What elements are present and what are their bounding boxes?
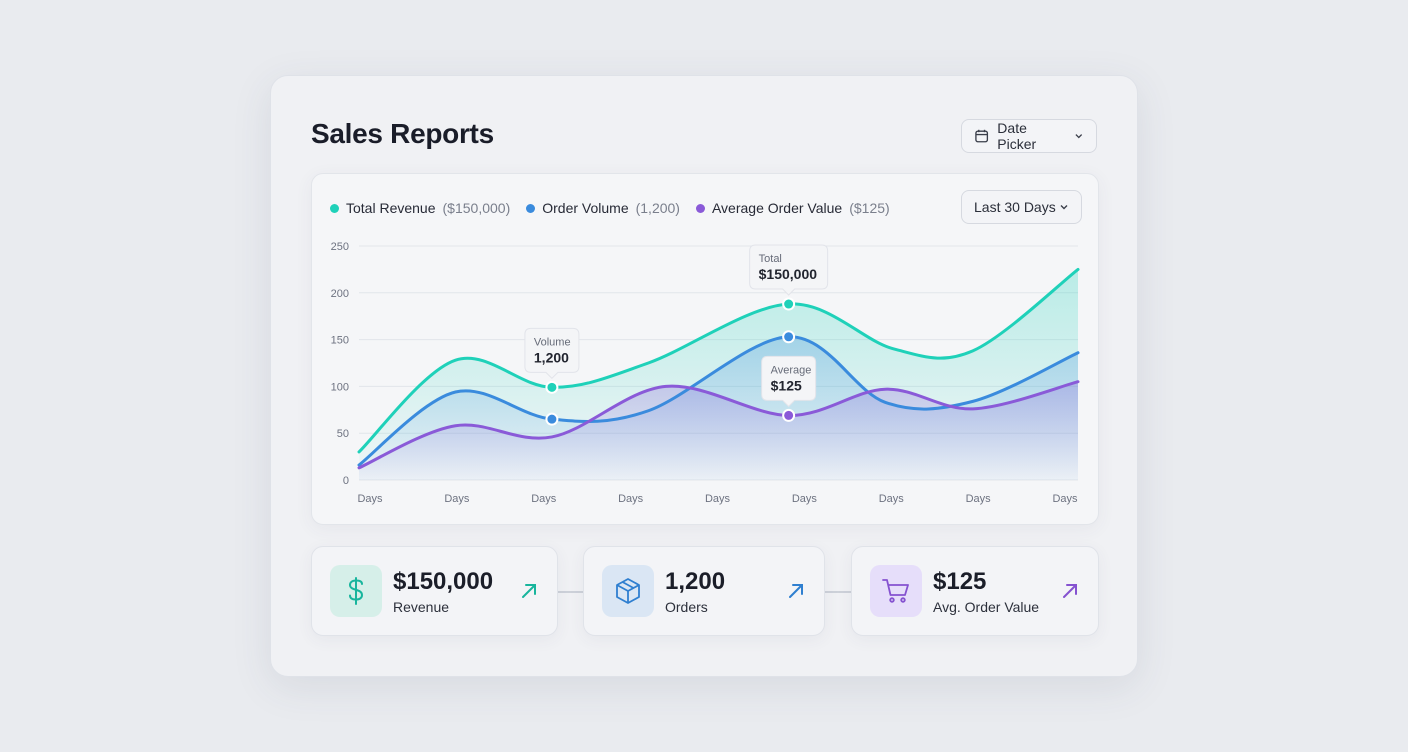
y-tick-label: 100 [331, 381, 349, 393]
sales-chart: 0 50 100 150 200 250 Days Days Days Days Days Days D… [331, 241, 1080, 505]
chart-legend: Total Revenue ($150,000) Order Volume (1… [330, 200, 890, 216]
tooltip-box [761, 355, 817, 408]
y-tick-label: 0 [343, 475, 349, 487]
legend-value: (1,200) [635, 200, 680, 216]
date-range-label: Last 30 Days [974, 199, 1056, 215]
trend-up-arrow-icon [522, 584, 536, 598]
connector-line [825, 591, 851, 593]
x-tick-label: Days [792, 493, 818, 505]
stat-label: Revenue [393, 599, 450, 615]
x-tick-label: Days [879, 493, 905, 505]
legend-item-order-volume[interactable]: Order Volume (1,200) [526, 200, 680, 216]
legend-dot [330, 203, 339, 213]
trend-up-arrow-icon [1063, 584, 1077, 598]
x-tick-label: Days [357, 493, 383, 505]
tooltip-label: Total [759, 253, 782, 265]
y-tick-label: 250 [331, 241, 349, 253]
stat-label: Avg. Order Value [933, 599, 1040, 615]
stat-label: Orders [665, 599, 708, 615]
data-point [782, 408, 796, 422]
legend-value: ($150,000) [442, 200, 511, 216]
date-picker-label: Date Picker [997, 120, 1037, 152]
data-point [545, 412, 559, 426]
stat-card-revenue[interactable]: $150,000 Revenue [311, 546, 558, 636]
tooltip-label: Volume [534, 336, 571, 348]
cart-icon [882, 579, 909, 603]
tooltip-box [749, 244, 829, 296]
stat-value: $125 [933, 568, 987, 595]
stats-row: $150,000 Revenue 1,200 Orders [311, 546, 1099, 638]
dollar-icon [348, 577, 364, 605]
legend-dot [695, 203, 705, 213]
stat-icon-box [870, 565, 922, 617]
stat-icon-box [602, 565, 654, 617]
stat-card-orders[interactable]: 1,200 Orders [583, 546, 825, 636]
tooltip-value: $150,000 [759, 266, 818, 282]
x-tick-label: Days [966, 493, 992, 505]
sales-reports-panel: Sales Reports Date Picker 0 50 100 150 200 25… [270, 75, 1138, 677]
legend-dot [526, 203, 536, 213]
tooltip-label: Average [771, 364, 812, 376]
chevron-down-icon [1075, 134, 1083, 139]
page-title: Sales Reports [311, 118, 494, 149]
legend-label: Total Revenue [346, 200, 436, 216]
tooltip-value: $125 [771, 377, 802, 393]
data-point [782, 330, 796, 344]
legend-value: ($125) [849, 200, 890, 216]
stat-card-avg-order-value[interactable]: $125 Avg. Order Value [851, 546, 1099, 636]
data-point [782, 297, 796, 311]
connector-line [558, 591, 583, 593]
date-range-select[interactable]: Last 30 Days [961, 190, 1082, 224]
legend-item-total-revenue[interactable]: Total Revenue ($150,000) [330, 200, 510, 216]
trend-up-arrow-icon [789, 584, 803, 598]
y-tick-label: 150 [331, 335, 349, 347]
x-tick-label: Days [618, 493, 644, 505]
legend-item-average-order-value[interactable]: Average Order Value ($125) [695, 200, 890, 216]
stat-value: 1,200 [665, 568, 726, 595]
x-tick-label: Days [444, 493, 470, 505]
legend-label: Average Order Value [711, 200, 843, 216]
chevron-down-icon [1060, 205, 1068, 210]
line-average-order-value [357, 380, 1080, 470]
stat-value: $150,000 [393, 568, 494, 595]
y-tick-label: 50 [337, 428, 349, 440]
box-icon [616, 578, 640, 604]
x-tick-label: Days [705, 493, 731, 505]
data-point [545, 380, 559, 394]
chart-card: 0 50 100 150 200 250 Days Days Days Days Days Days D… [311, 173, 1099, 525]
tooltip-value: 1,200 [534, 349, 569, 365]
y-tick-label: 200 [331, 288, 349, 300]
x-tick-label: Days [531, 493, 557, 505]
legend-label: Order Volume [542, 200, 629, 216]
line-order-volume [357, 335, 1080, 467]
calendar-icon [975, 129, 989, 143]
stat-icon-box [330, 565, 382, 617]
line-total-revenue [357, 267, 1080, 454]
x-tick-label: Days [1052, 493, 1078, 505]
tooltip-box [524, 327, 580, 380]
date-picker-button[interactable]: Date Picker [961, 119, 1097, 153]
